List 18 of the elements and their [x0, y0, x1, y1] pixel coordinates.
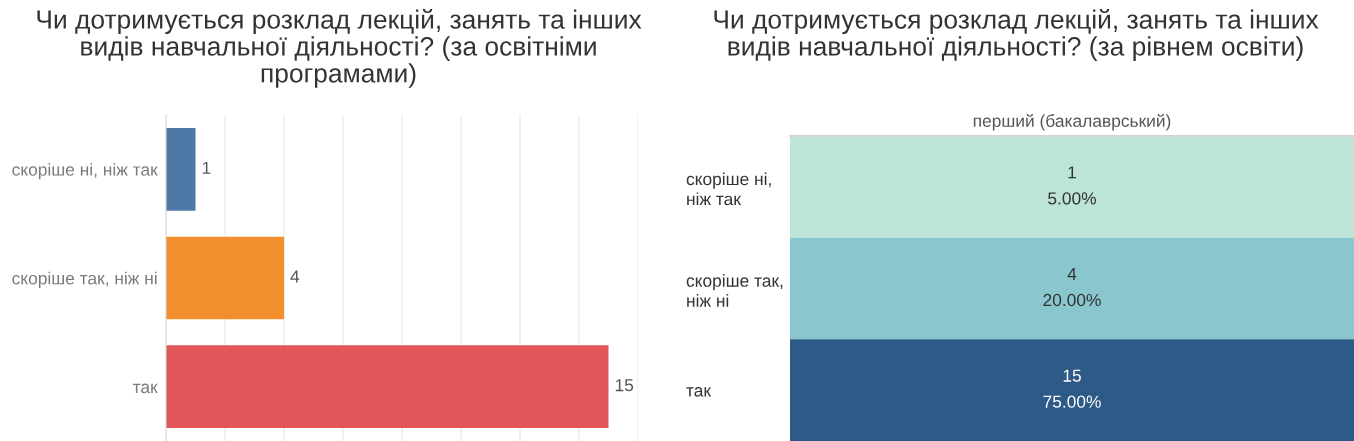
chart-title: Чи дотримується розклад лекцій, занять та інших видів навчальної діяльності? (за рівнем освіти): [714, 9, 1319, 61]
annotation: 75.00%: [1043, 395, 1101, 408]
data-label: 4: [290, 270, 300, 283]
x-tick-label: перший (бакалаврський): [973, 113, 1171, 131]
data-label: 1: [1068, 166, 1076, 179]
data-label: 15: [1063, 369, 1081, 382]
y-tick-label: скоріше ні, ніж так: [12, 163, 158, 180]
y-tick-label: скоріше так, ніж ні: [12, 271, 157, 288]
y-tick-label: так: [686, 387, 712, 397]
y-tick-label: скоріше ні, ніж так: [686, 172, 771, 206]
data-label: 1: [202, 161, 211, 174]
y-tick-label: скоріше так, ніж ні: [686, 274, 783, 307]
annotation: 20.00%: [1043, 293, 1101, 307]
chart-title: Чи дотримується розклад лекцій, занять та інших видів навчальної діяльності? (за освітніми програмами): [37, 9, 642, 88]
y-tick-label: так: [132, 383, 158, 394]
data-label: 15: [615, 379, 634, 392]
data-label: 4: [1067, 268, 1077, 280]
annotation: 5.00%: [1048, 192, 1096, 205]
